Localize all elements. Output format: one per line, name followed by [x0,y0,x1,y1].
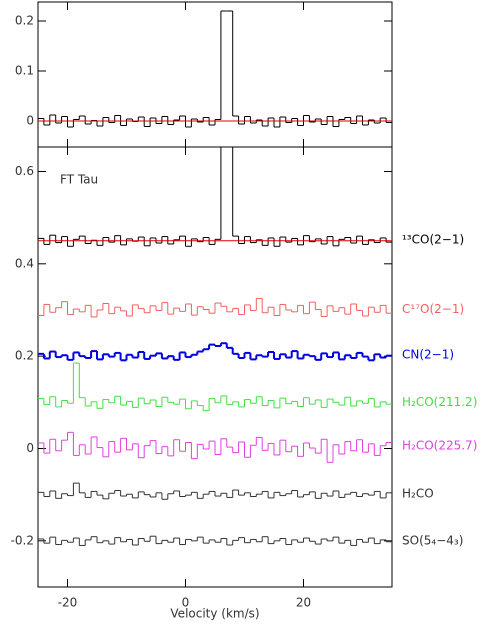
series-label: CN(2−1) [402,348,454,362]
x-axis-label: Velocity (km/s) [170,607,259,621]
spectrum-riser [43,536,387,546]
series-label: H₂CO(225.7) [402,439,477,453]
series-label: ¹³CO(2−1) [402,232,464,246]
series-label: SO(5₄−4₃) [402,533,463,547]
plot-frame [37,146,393,588]
x-tick-label: 20 [296,596,311,610]
y-tick-label: 0 [26,114,34,128]
plot-area [38,10,392,128]
spectrum-riser [43,483,387,500]
y-tick-label: 0.4 [15,256,34,270]
x-tick-label: 0 [182,596,190,610]
spectrum-riser [42,343,388,361]
y-tick-label: -0.2 [11,533,34,547]
x-tick-label: -20 [58,596,78,610]
series-label: H₂CO(211.2) [402,395,477,409]
y-tick-label: 0.6 [15,164,34,178]
y-tick-label: 0.2 [15,14,34,28]
series-label: H₂CO [402,487,434,501]
y-tick-label: 0 [26,441,34,455]
spectrum-riser [43,363,387,411]
y-tick-label: 0.1 [15,64,34,78]
spectrum-riser [43,298,387,317]
spectrum-riser [43,147,387,247]
series-label: C¹⁷O(2−1) [402,302,464,316]
plot-area [38,147,392,546]
annotation: FT Tau [60,173,98,187]
spectrum-riser [43,11,387,127]
spectrum-riser [43,432,387,463]
y-tick-label: 0.2 [15,349,34,363]
